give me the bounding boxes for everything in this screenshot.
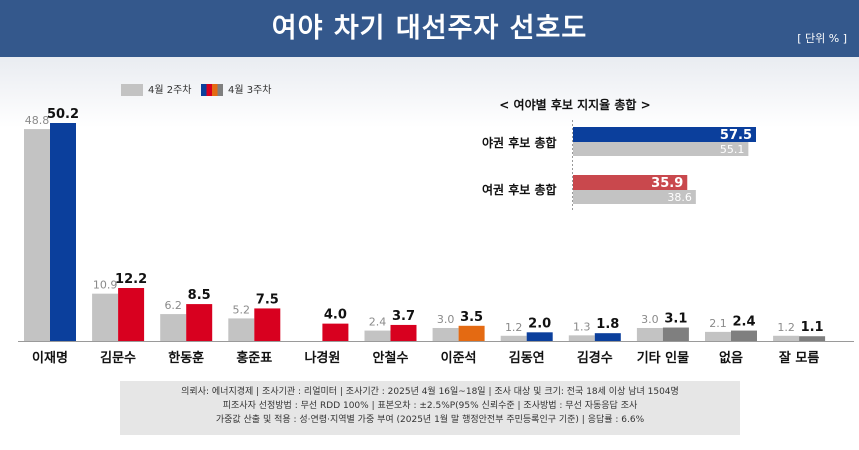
bar-prev [432,327,459,341]
bar-prev [228,318,255,341]
inset-value-curr: 35.9 [651,176,683,191]
bar-curr [322,323,349,341]
value-label-prev: 6.2 [164,299,182,312]
category-label: 없음 [719,350,743,366]
value-label-curr: 12.2 [115,272,147,287]
footnote-line-1: 의뢰사: 에너지경제 | 조사기관 : 리얼미터 | 조사기간 : 2025년 … [181,387,679,397]
bar-curr [526,332,553,341]
value-label-prev: 3.0 [437,313,455,326]
value-label-curr: 1.1 [801,320,824,335]
inset-bar-curr [573,175,688,190]
inset-bar-prev [573,142,749,156]
category-label: 김동연 [509,351,545,366]
inset-bar-prev [573,190,696,204]
category-label: 김문수 [100,351,136,366]
bar-curr [254,308,281,341]
bar-curr [118,288,145,341]
survey-footnote: 의뢰사: 에너지경제 | 조사기관 : 리얼미터 | 조사기간 : 2025년 … [120,381,740,435]
value-label-curr: 3.7 [392,309,415,324]
bar-curr [186,304,213,341]
value-label-curr: 3.1 [664,312,687,327]
bar-prev [636,327,663,341]
unit-label: [ 단위 % ] [797,32,847,45]
inset-bar-curr [573,127,756,142]
bar-prev [500,335,527,341]
bar-curr [594,333,621,341]
value-label-prev: 2.1 [709,317,727,330]
inset-label-ruling: 여권 후보 총합 [482,183,557,197]
value-label-prev: 1.2 [505,321,523,334]
bar-prev [705,331,731,341]
footnote-line-3: 가중값 산출 및 적용 : 성·연령·지역별 가중 부여 (2025년 1월 말… [215,415,645,425]
bar-prev [773,335,800,341]
footnote-line-2: 피조사자 선정방법 : 무선 RDD 100% | 표본오차 : ±2.5%P(… [222,401,638,411]
category-label: 김경수 [577,350,613,366]
bar-prev [568,335,595,341]
value-label-curr: 2.4 [732,315,755,330]
bar-curr [799,336,826,341]
inset-label-opposition: 야권 후보 총합 [482,136,557,150]
bar-prev [364,330,391,341]
bar-curr [390,324,417,341]
legend-curr-label: 4월 3주차 [228,85,272,96]
bar-prev [24,129,50,341]
value-label-prev: 3.0 [641,313,659,326]
value-label-prev: 1.2 [777,321,795,334]
value-label-prev: 1.3 [573,320,591,333]
value-label-curr: 7.5 [256,292,279,307]
bar-curr [458,325,485,341]
value-label-curr: 3.5 [460,310,483,325]
inset-value-prev: 55.1 [720,143,745,156]
value-label-prev: 5.2 [233,303,251,316]
category-label: 나경원 [304,350,340,366]
inset-value-curr: 57.5 [720,128,752,143]
legend-prev-label: 4월 2주차 [148,85,192,96]
category-label: 이재명 [32,350,68,366]
bar-curr [662,327,689,341]
page-title: 여야 차기 대선주자 선호도 [271,13,588,44]
inset-title: < 여야별 후보 지지율 총합 > [499,98,651,112]
category-label: 안철수 [373,350,409,366]
header-bar [0,0,859,57]
category-label: 한동훈 [168,350,204,366]
value-label-curr: 1.8 [596,317,619,332]
value-label-curr: 4.0 [324,308,347,323]
bar-curr [731,330,757,341]
legend-prev-swatch [121,84,143,96]
category-label: 기타 인물 [637,350,689,366]
value-label-curr: 8.5 [188,288,211,303]
bar-prev [92,293,119,341]
value-label-prev: 10.9 [93,279,118,292]
legend-curr-swatch [201,84,223,96]
value-label-curr: 50.2 [47,107,79,122]
category-label: 잘 모름 [779,351,819,366]
category-label: 홍준표 [236,350,272,366]
inset-value-prev: 38.6 [667,191,692,204]
category-label: 이준석 [441,350,477,366]
value-label-prev: 48.8 [25,114,50,127]
value-label-curr: 2.0 [528,316,551,331]
bar-prev [160,314,187,341]
value-label-prev: 2.4 [369,316,387,329]
bar-curr [50,123,76,341]
